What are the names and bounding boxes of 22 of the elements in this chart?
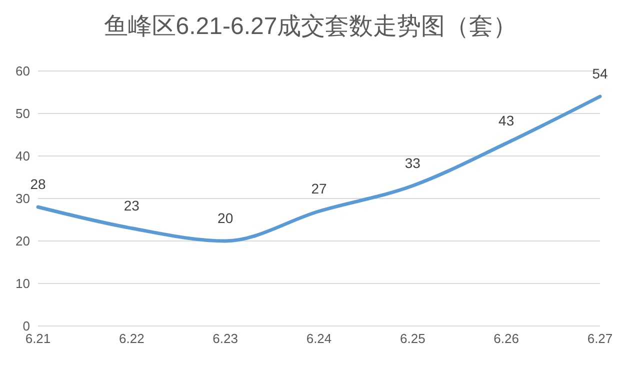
y-tick-label: 20 [16, 234, 30, 249]
x-tick-label: 6.23 [212, 331, 238, 346]
y-tick-label: 60 [16, 64, 30, 79]
chart-title: 鱼峰区6.21-6.27成交套数走势图（套） [102, 12, 518, 42]
data-label: 27 [311, 180, 327, 196]
x-tick-label: 6.25 [400, 331, 426, 346]
data-label: 54 [592, 66, 608, 82]
data-label: 23 [124, 197, 140, 214]
y-tick-label: 10 [16, 276, 30, 292]
x-tick-label: 6.24 [306, 331, 332, 346]
y-tick-label: 0 [22, 318, 30, 334]
x-tick-label: 6.22 [119, 331, 144, 346]
y-tick-label: 50 [16, 106, 30, 122]
y-tick-label: 30 [16, 191, 30, 206]
x-tick-label: 6.26 [494, 331, 519, 346]
data-label: 28 [30, 176, 46, 192]
data-label: 20 [218, 210, 234, 226]
data-label: 43 [498, 112, 514, 128]
x-tick-label: 6.21 [25, 331, 51, 346]
y-tick-label: 40 [16, 148, 30, 164]
x-tick-label: 6.27 [587, 331, 613, 346]
data-label: 33 [404, 154, 421, 171]
